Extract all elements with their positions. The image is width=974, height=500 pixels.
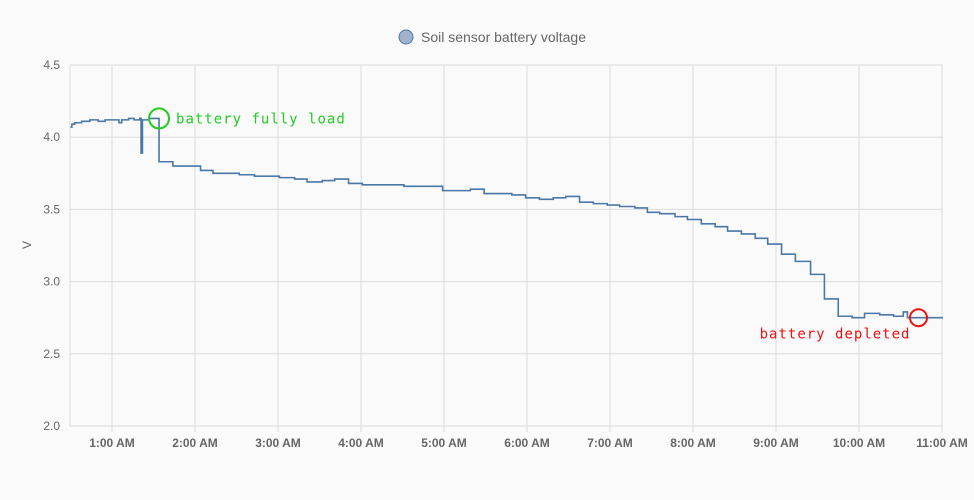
x-tick-label: 1:00 AM [89, 436, 135, 450]
annotation-label: battery depleted [760, 327, 911, 343]
grid [69, 64, 943, 432]
annotation-circle [908, 308, 928, 328]
y-axis: 2.0 2.5 3.0 3.5 4.0 4.5 [43, 58, 60, 433]
x-tick-label: 2:00 AM [172, 436, 218, 450]
x-tick-label: 5:00 AM [421, 436, 467, 450]
x-tick-label: 10:00 AM [833, 436, 885, 450]
y-tick-label: 4.5 [43, 58, 60, 72]
x-tick-label: 3:00 AM [255, 436, 301, 450]
y-tick-label: 3.5 [43, 202, 60, 216]
annotation-circle [148, 107, 171, 130]
series-line [70, 117, 943, 319]
x-tick-label: 11:00 AM [916, 436, 968, 450]
x-tick-label: 6:00 AM [504, 436, 550, 450]
legend[interactable]: Soil sensor battery voltage [398, 29, 586, 45]
y-tick-label: 4.0 [43, 130, 60, 144]
x-axis: 1:00 AM 2:00 AM 3:00 AM 4:00 AM 5:00 AM 6:00 … [89, 436, 968, 450]
x-tick-label: 7:00 AM [587, 436, 633, 450]
y-tick-label: 2.0 [43, 419, 60, 433]
x-tick-label: 4:00 AM [338, 436, 384, 450]
annotation-label: battery fully load [176, 111, 346, 127]
y-tick-label: 3.0 [43, 275, 60, 289]
annotations: battery fully load battery depleted [148, 107, 928, 343]
y-tick-label: 2.5 [43, 347, 60, 361]
x-tick-label: 9:00 AM [753, 436, 799, 450]
x-tick-label: 8:00 AM [670, 436, 716, 450]
y-axis-label: V [20, 241, 34, 249]
legend-swatch[interactable] [398, 29, 414, 45]
legend-label[interactable]: Soil sensor battery voltage [421, 29, 586, 45]
